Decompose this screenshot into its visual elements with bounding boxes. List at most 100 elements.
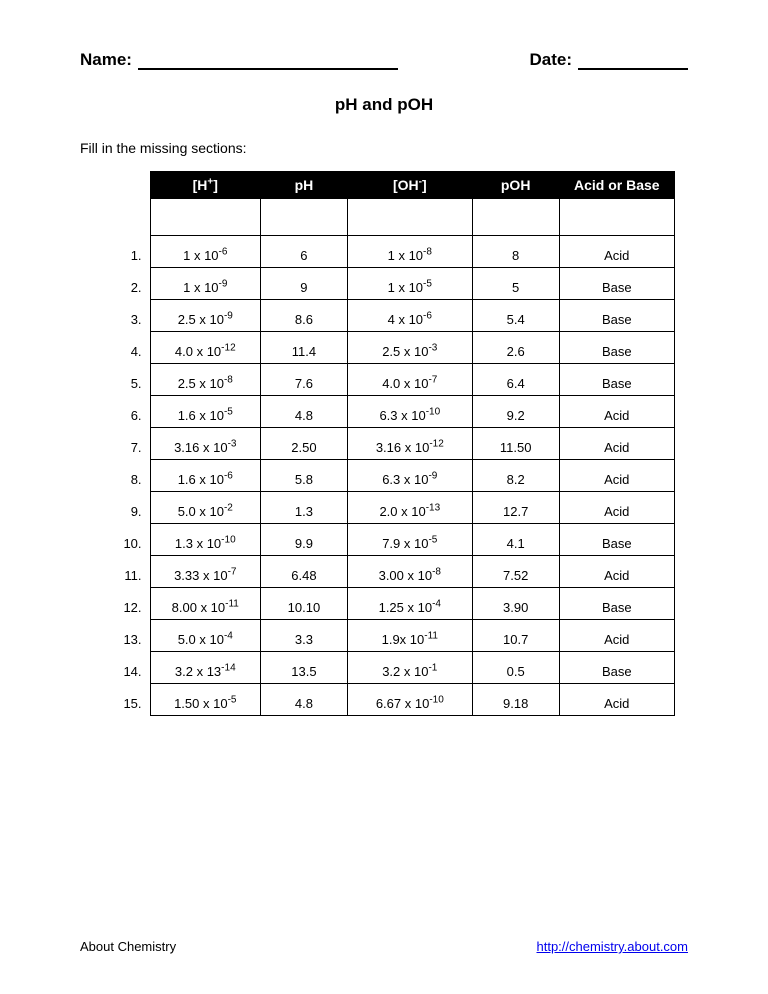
- date-label: Date:: [529, 50, 572, 70]
- header: Name: Date:: [80, 50, 688, 70]
- cell-h: 1.6 x 10-6: [150, 460, 260, 492]
- cell-h: 1.6 x 10-5: [150, 396, 260, 428]
- cell-oh: 3.00 x 10-8: [347, 556, 472, 588]
- name-label: Name:: [80, 50, 132, 70]
- cell-poh: 0.5: [472, 652, 559, 684]
- table-row: 15.1.50 x 10-54.86.67 x 10-109.18Acid: [110, 684, 675, 716]
- cell-poh: 10.7: [472, 620, 559, 652]
- cell-poh: 5.4: [472, 300, 559, 332]
- table-header-row: [H+] pH [OH-] pOH Acid or Base: [110, 171, 675, 199]
- cell-ab: Acid: [559, 556, 674, 588]
- footer-link[interactable]: http://chemistry.about.com: [537, 939, 689, 954]
- col-ab: Acid or Base: [559, 171, 674, 199]
- row-num: 9.: [110, 492, 150, 524]
- cell-poh: 6.4: [472, 364, 559, 396]
- data-table: [H+] pH [OH-] pOH Acid or Base 1.1 x 10-…: [110, 171, 675, 716]
- row-num: 7.: [110, 428, 150, 460]
- cell-ph: 7.6: [261, 364, 348, 396]
- cell-ph: 9: [261, 268, 348, 300]
- cell-ph: 4.8: [261, 684, 348, 716]
- cell-oh: 7.9 x 10-5: [347, 524, 472, 556]
- table-row: 11.3.33 x 10-76.483.00 x 10-87.52Acid: [110, 556, 675, 588]
- cell-h: 2.5 x 10-9: [150, 300, 260, 332]
- cell-h: 2.5 x 10-8: [150, 364, 260, 396]
- row-num: 11.: [110, 556, 150, 588]
- table-row: 6.1.6 x 10-54.86.3 x 10-109.2Acid: [110, 396, 675, 428]
- cell-oh: 6.3 x 10-9: [347, 460, 472, 492]
- cell-ab: Base: [559, 652, 674, 684]
- cell-oh: 6.67 x 10-10: [347, 684, 472, 716]
- cell-ab: Acid: [559, 396, 674, 428]
- table-row: 13.5.0 x 10-43.31.9x 10-1110.7Acid: [110, 620, 675, 652]
- cell-oh: 4.0 x 10-7: [347, 364, 472, 396]
- cell-ph: 9.9: [261, 524, 348, 556]
- cell-ph: 1.3: [261, 492, 348, 524]
- cell-ph: 11.4: [261, 332, 348, 364]
- cell-ab: Base: [559, 268, 674, 300]
- table-row: 12.8.00 x 10-1110.101.25 x 10-43.90Base: [110, 588, 675, 620]
- cell-ph: 5.8: [261, 460, 348, 492]
- cell-poh: 8.2: [472, 460, 559, 492]
- row-num: 13.: [110, 620, 150, 652]
- cell-ab: Acid: [559, 684, 674, 716]
- col-h: [H+]: [150, 171, 260, 199]
- cell-ph: 4.8: [261, 396, 348, 428]
- cell-ab: Base: [559, 588, 674, 620]
- cell-h: 8.00 x 10-11: [150, 588, 260, 620]
- col-oh: [OH-]: [347, 171, 472, 199]
- table-row: 8.1.6 x 10-65.86.3 x 10-98.2Acid: [110, 460, 675, 492]
- cell-oh: 2.0 x 10-13: [347, 492, 472, 524]
- table-row: 9.5.0 x 10-21.32.0 x 10-1312.7Acid: [110, 492, 675, 524]
- date-blank[interactable]: [578, 50, 688, 70]
- cell-h: 1 x 10-9: [150, 268, 260, 300]
- cell-oh: 3.16 x 10-12: [347, 428, 472, 460]
- cell-ph: 8.6: [261, 300, 348, 332]
- row-num: 6.: [110, 396, 150, 428]
- row-num: 14.: [110, 652, 150, 684]
- row-num: 15.: [110, 684, 150, 716]
- cell-poh: 8: [472, 236, 559, 268]
- name-blank[interactable]: [138, 50, 398, 70]
- cell-ph: 3.3: [261, 620, 348, 652]
- cell-oh: 1 x 10-5: [347, 268, 472, 300]
- row-num: 2.: [110, 268, 150, 300]
- table-row: 5.2.5 x 10-87.64.0 x 10-76.4Base: [110, 364, 675, 396]
- row-num: 8.: [110, 460, 150, 492]
- cell-ph: 6: [261, 236, 348, 268]
- cell-ph: 6.48: [261, 556, 348, 588]
- col-ph: pH: [261, 171, 348, 199]
- cell-h: 4.0 x 10-12: [150, 332, 260, 364]
- cell-h: 5.0 x 10-4: [150, 620, 260, 652]
- table-row: 10.1.3 x 10-109.97.9 x 10-54.1Base: [110, 524, 675, 556]
- row-num: 3.: [110, 300, 150, 332]
- cell-oh: 3.2 x 10-1: [347, 652, 472, 684]
- table-row: 3.2.5 x 10-98.64 x 10-65.4Base: [110, 300, 675, 332]
- row-num: 5.: [110, 364, 150, 396]
- cell-ph: 10.10: [261, 588, 348, 620]
- cell-oh: 4 x 10-6: [347, 300, 472, 332]
- cell-ab: Acid: [559, 236, 674, 268]
- cell-ab: Acid: [559, 620, 674, 652]
- cell-poh: 7.52: [472, 556, 559, 588]
- cell-poh: 11.50: [472, 428, 559, 460]
- cell-ab: Base: [559, 332, 674, 364]
- instruction: Fill in the missing sections:: [80, 140, 688, 156]
- cell-oh: 2.5 x 10-3: [347, 332, 472, 364]
- cell-oh: 6.3 x 10-10: [347, 396, 472, 428]
- cell-h: 3.16 x 10-3: [150, 428, 260, 460]
- cell-h: 1.3 x 10-10: [150, 524, 260, 556]
- cell-ab: Acid: [559, 460, 674, 492]
- table-row: 1.1 x 10-661 x 10-88Acid: [110, 236, 675, 268]
- footer-left: About Chemistry: [80, 939, 176, 954]
- cell-poh: 3.90: [472, 588, 559, 620]
- cell-ab: Base: [559, 524, 674, 556]
- table-row: 4.4.0 x 10-1211.42.5 x 10-32.6Base: [110, 332, 675, 364]
- cell-ab: Base: [559, 300, 674, 332]
- cell-ph: 13.5: [261, 652, 348, 684]
- footer: About Chemistry http://chemistry.about.c…: [80, 939, 688, 954]
- table-row: 2.1 x 10-991 x 10-55Base: [110, 268, 675, 300]
- cell-h: 3.33 x 10-7: [150, 556, 260, 588]
- cell-poh: 9.2: [472, 396, 559, 428]
- cell-poh: 12.7: [472, 492, 559, 524]
- page-title: pH and pOH: [80, 95, 688, 115]
